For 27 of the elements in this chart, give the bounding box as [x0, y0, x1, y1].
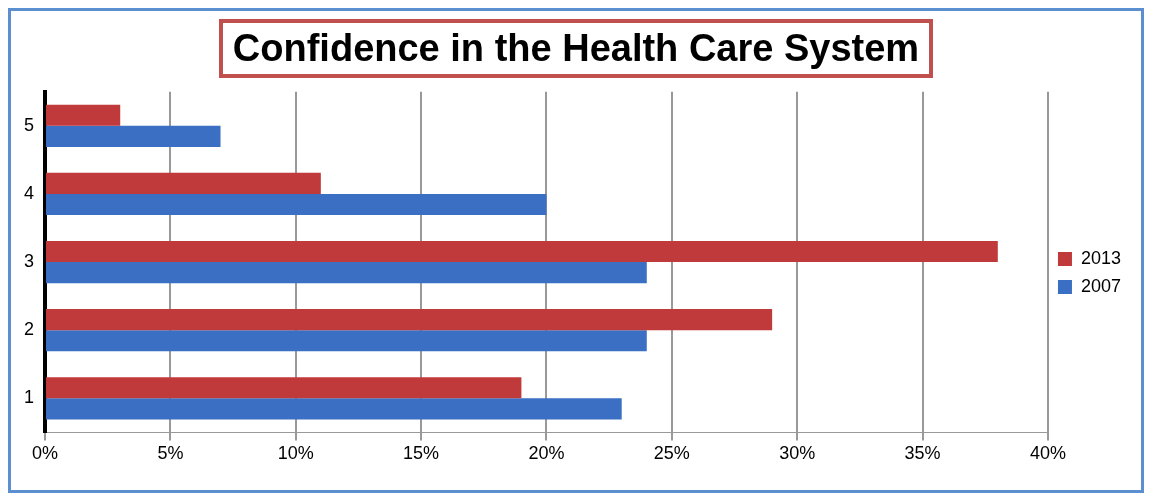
bar [46, 172, 321, 194]
legend-label: 2007 [1080, 275, 1121, 296]
y-tick-label: 5 [24, 114, 35, 135]
chart-title: Confidence in the Health Care System [218, 19, 934, 78]
y-tick-label: 1 [24, 387, 35, 408]
y-tick-label: 3 [24, 251, 35, 272]
bar [46, 193, 547, 216]
x-tick-label: 20% [528, 443, 565, 464]
bar [46, 125, 221, 147]
x-tick-label: 25% [653, 443, 690, 464]
bar [46, 398, 622, 420]
bar [46, 104, 121, 126]
bar [46, 330, 647, 352]
bar [46, 377, 522, 399]
y-tick-label: 2 [24, 319, 35, 340]
y-tick-label: 4 [24, 182, 35, 203]
x-tick-label: 5% [157, 443, 184, 464]
x-tick-label: 40% [1029, 443, 1066, 464]
x-tick-label: 10% [277, 443, 314, 464]
bar [46, 240, 998, 263]
x-tick-label: 0% [32, 443, 59, 464]
x-tick-label: 35% [904, 443, 941, 464]
bar [46, 262, 647, 284]
legend-label: 2013 [1080, 247, 1121, 268]
bar [46, 309, 773, 331]
x-tick-label: 15% [403, 443, 440, 464]
x-tick-label: 30% [779, 443, 816, 464]
